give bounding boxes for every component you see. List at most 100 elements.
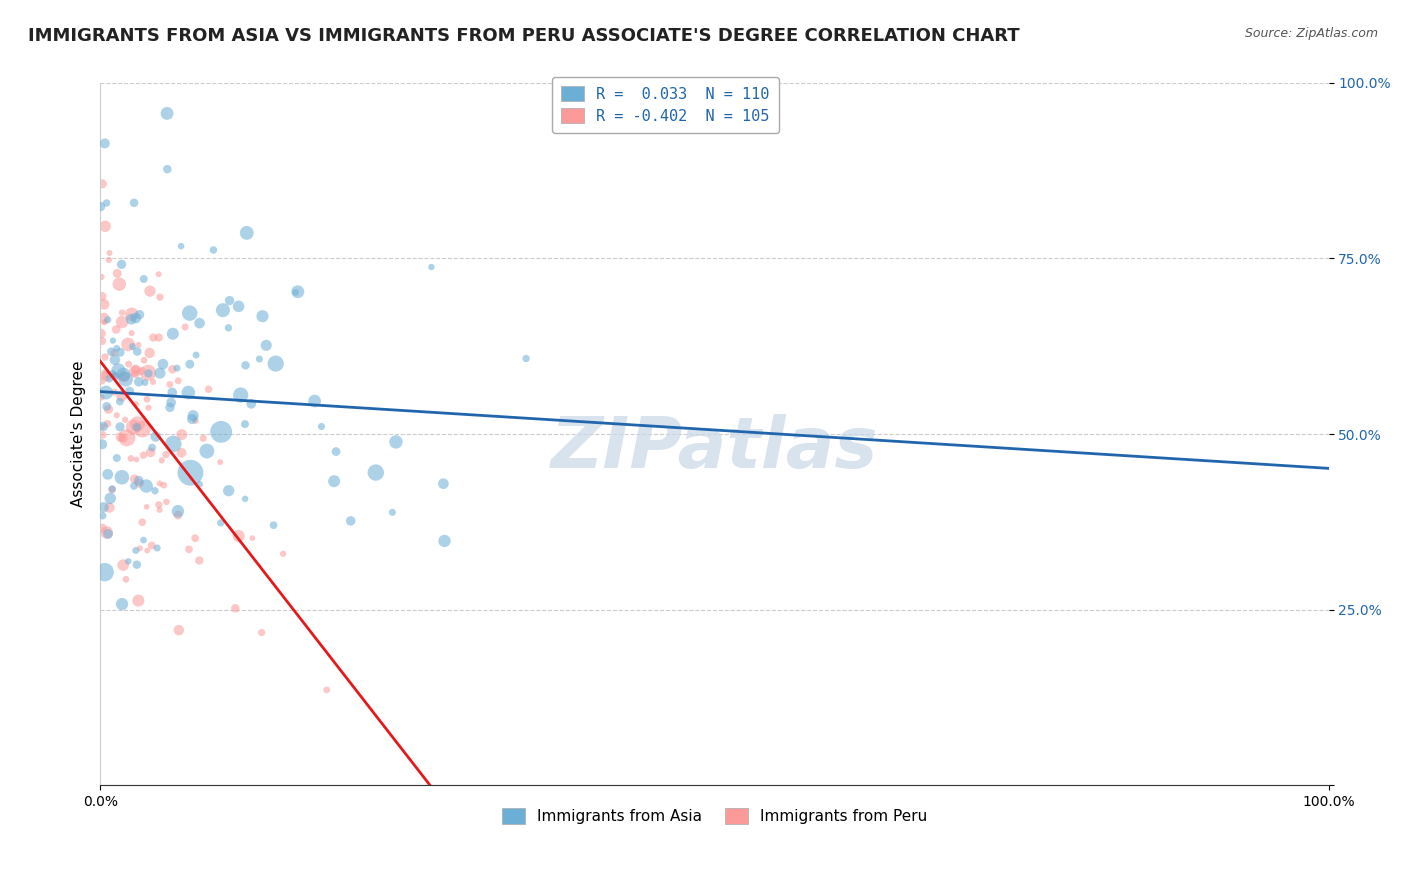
Point <box>188 477 211 491</box>
Point <box>91 428 114 442</box>
Point <box>167 504 190 518</box>
Point <box>181 409 204 423</box>
Point <box>233 491 256 506</box>
Point <box>264 357 287 371</box>
Point <box>91 508 114 523</box>
Point <box>125 558 148 572</box>
Point <box>170 427 193 442</box>
Point <box>127 593 149 607</box>
Point <box>122 420 145 434</box>
Point <box>111 389 134 403</box>
Point <box>155 495 177 509</box>
Point <box>315 682 337 697</box>
Point <box>159 377 181 392</box>
Point <box>125 397 148 411</box>
Point <box>134 376 156 390</box>
Point <box>131 422 153 436</box>
Point <box>381 505 404 519</box>
Point <box>179 357 201 371</box>
Point <box>120 451 142 466</box>
Point <box>97 467 120 482</box>
Point <box>156 106 179 120</box>
Point <box>228 299 250 313</box>
Point <box>217 321 239 335</box>
Point <box>287 285 309 299</box>
Point <box>247 352 270 367</box>
Point <box>121 307 143 321</box>
Point <box>167 623 190 637</box>
Point <box>339 514 361 528</box>
Point <box>125 420 148 434</box>
Point <box>90 374 112 388</box>
Point <box>209 455 232 469</box>
Point <box>142 375 165 389</box>
Point <box>125 362 148 376</box>
Point <box>197 382 219 396</box>
Point <box>166 361 188 376</box>
Point <box>94 350 117 364</box>
Point <box>250 625 273 640</box>
Point <box>311 419 333 434</box>
Point <box>110 430 132 444</box>
Point <box>90 200 112 214</box>
Point <box>138 367 160 381</box>
Point <box>93 311 115 326</box>
Point <box>90 391 112 405</box>
Point <box>127 417 149 431</box>
Point <box>155 448 177 462</box>
Point <box>184 413 207 427</box>
Legend: Immigrants from Asia, Immigrants from Peru: Immigrants from Asia, Immigrants from Pe… <box>492 799 936 834</box>
Point <box>136 392 159 407</box>
Point <box>103 385 125 400</box>
Point <box>132 533 155 547</box>
Point <box>91 334 114 348</box>
Point <box>179 306 201 320</box>
Point <box>179 466 201 480</box>
Point <box>101 367 124 381</box>
Point <box>184 348 207 362</box>
Point <box>167 508 190 522</box>
Point <box>128 541 150 556</box>
Point <box>156 162 179 177</box>
Point <box>94 367 117 381</box>
Point <box>96 196 118 211</box>
Point <box>218 293 240 308</box>
Point <box>94 219 117 234</box>
Point <box>136 366 159 380</box>
Point <box>117 337 139 351</box>
Point <box>146 541 169 555</box>
Point <box>121 326 143 340</box>
Point <box>184 531 207 545</box>
Point <box>218 483 240 498</box>
Point <box>98 500 121 515</box>
Point <box>91 437 114 451</box>
Point <box>131 364 153 378</box>
Point <box>138 401 160 415</box>
Point <box>104 368 127 383</box>
Point <box>128 375 150 389</box>
Point <box>101 483 124 497</box>
Point <box>104 369 127 384</box>
Point <box>111 470 134 484</box>
Point <box>94 385 117 400</box>
Point <box>97 527 120 541</box>
Point <box>124 367 146 381</box>
Point <box>93 500 115 515</box>
Point <box>135 500 157 514</box>
Point <box>149 366 172 380</box>
Point <box>235 359 257 373</box>
Point <box>124 472 146 486</box>
Point <box>174 320 197 334</box>
Point <box>162 385 184 400</box>
Point <box>271 547 294 561</box>
Point <box>141 539 163 553</box>
Point <box>124 364 146 378</box>
Point <box>91 177 114 191</box>
Point <box>98 246 121 260</box>
Point <box>149 476 172 491</box>
Point <box>91 521 114 535</box>
Point <box>304 394 326 409</box>
Point <box>122 195 145 210</box>
Point <box>117 357 139 371</box>
Point <box>152 478 174 492</box>
